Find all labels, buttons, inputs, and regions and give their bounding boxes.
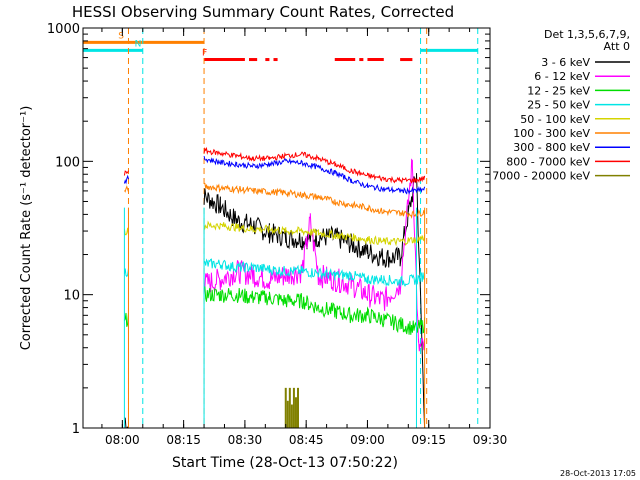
x-tick-label: 08:30 xyxy=(228,433,263,447)
y-axis-label: Corrected Count Rate (s⁻¹ detector⁻¹) xyxy=(19,106,34,351)
legend-entry-label: 300 - 800 keV xyxy=(513,141,590,154)
footer-date: 28-Oct-2013 17:05 xyxy=(560,469,636,478)
legend-header: Det 1,3,5,6,7,9, xyxy=(544,28,630,41)
legend-entry-label: 6 - 12 keV xyxy=(534,70,590,83)
legend-entry-label: 7000 - 20000 keV xyxy=(492,170,590,183)
ticks-layer: 08:00 08:15 08:30 08:45 09:00 09:15 09:30 1 10 10… xyxy=(47,22,507,447)
x-tick-label: 08:00 xyxy=(105,433,140,447)
axes-layer xyxy=(82,27,491,429)
series-7000-20000-kev xyxy=(284,387,300,428)
x-tick-label: 08:45 xyxy=(289,433,324,447)
series-line xyxy=(123,258,425,287)
legend-entry-label: 50 - 100 keV xyxy=(520,113,590,126)
x-tick-label: 09:30 xyxy=(473,433,508,447)
chart-title: HESSI Observing Summary Count Rates, Cor… xyxy=(72,3,454,21)
series-800-7000-kev xyxy=(123,146,426,185)
x-tick-label: 08:15 xyxy=(166,433,201,447)
flag-label: N xyxy=(135,39,142,49)
series-12-25-kev xyxy=(123,286,426,335)
series-line xyxy=(123,182,426,219)
legend-entry-label: 800 - 7000 keV xyxy=(506,155,590,168)
y-tick-label: 1 xyxy=(72,422,80,437)
x-tick-label: 09:15 xyxy=(411,433,446,447)
legend-entry-label: 3 - 6 keV xyxy=(541,56,590,69)
series-line xyxy=(203,158,426,352)
flags-layer: S N F xyxy=(83,28,479,428)
y-tick-label: 1000 xyxy=(47,22,80,37)
plot-frame xyxy=(82,27,491,429)
series-line xyxy=(123,220,426,247)
series-line xyxy=(123,286,426,335)
flag-label: F xyxy=(202,49,207,59)
series-100-300-kev xyxy=(123,182,426,219)
y-tick-label: 10 xyxy=(63,289,80,304)
series-50-100-kev xyxy=(123,220,426,247)
flag-label: S xyxy=(118,31,124,41)
legend-entry-label: 25 - 50 keV xyxy=(527,99,590,112)
series-layer xyxy=(123,146,426,429)
series-300-800-kev xyxy=(123,155,426,195)
legend-header: Att 0 xyxy=(604,40,630,53)
x-tick-label: 09:00 xyxy=(350,433,385,447)
series-25-50-kev xyxy=(123,258,425,287)
series-line xyxy=(123,146,426,185)
legend-entry-label: 12 - 25 keV xyxy=(527,84,590,97)
x-axis-label: Start Time (28-Oct-13 07:50:22) xyxy=(172,455,398,471)
legend-entry-label: 100 - 300 keV xyxy=(513,127,590,140)
y-tick-label: 100 xyxy=(55,155,80,170)
series-6-12-kev xyxy=(203,158,426,352)
series-line xyxy=(123,155,426,195)
